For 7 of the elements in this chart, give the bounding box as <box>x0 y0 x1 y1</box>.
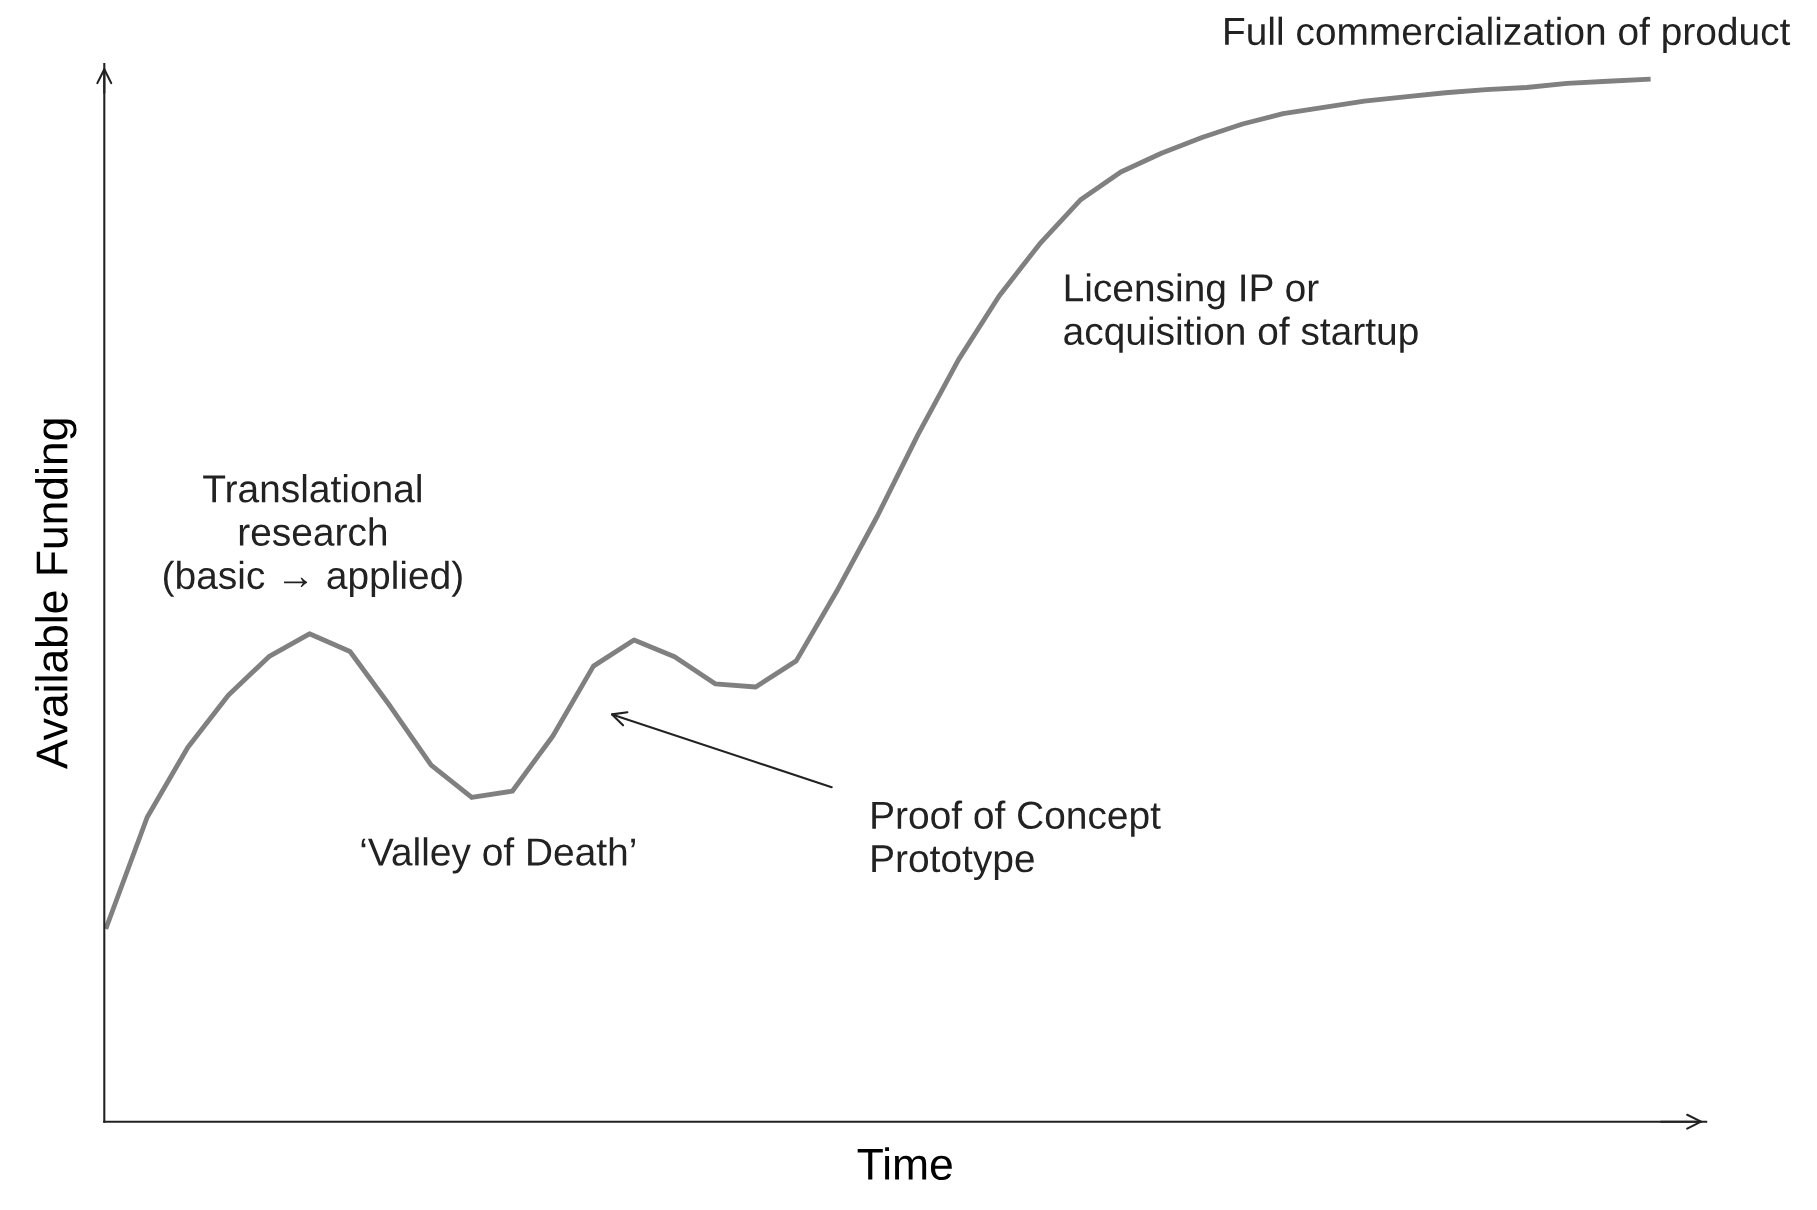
y-axis-title: Available Funding <box>35 419 77 770</box>
annotation: Proof of Concept Prototype <box>872 800 1161 881</box>
annotation: ‘Valley of Death’ <box>361 837 635 874</box>
annotation: Licensing IP or acquisition of startup <box>1064 273 1418 353</box>
text: Full commercialization of product <box>1225 16 1791 53</box>
annotation: Translational research (basic → applied) <box>164 474 462 597</box>
x-axis-title: Time <box>857 1147 952 1181</box>
